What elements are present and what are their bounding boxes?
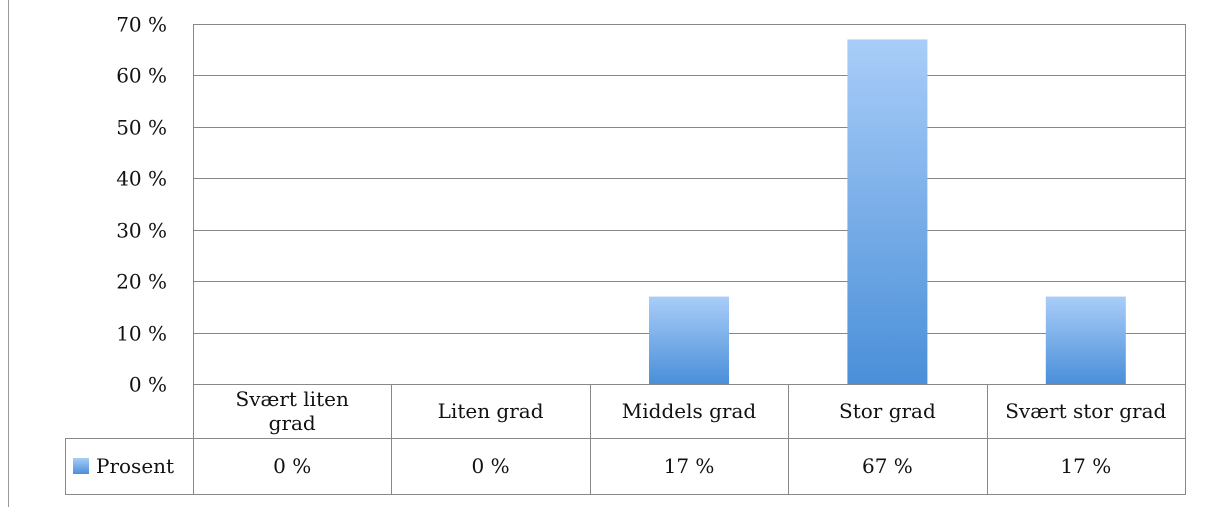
- legend-swatch: [73, 458, 89, 474]
- y-tick-label: 20 %: [116, 270, 167, 294]
- value-label: 67 %: [862, 454, 913, 478]
- value-label: 17 %: [664, 454, 715, 478]
- category-label: Liten grad: [438, 399, 544, 423]
- category-label: Svært stor grad: [1005, 399, 1166, 423]
- bar: [649, 296, 729, 384]
- y-tick-label: 10 %: [116, 322, 167, 346]
- bar: [1045, 296, 1126, 384]
- y-tick-label: 60 %: [116, 64, 167, 88]
- bars: [649, 39, 1126, 385]
- category-label: Middels grad: [622, 399, 757, 423]
- y-axis-ticks: 0 % 10 % 20 % 30 % 40 % 50 % 60 % 70 %: [116, 13, 167, 397]
- y-tick-label: 0 %: [129, 373, 167, 397]
- gridlines: [193, 24, 1186, 494]
- category-label: grad: [269, 411, 316, 435]
- category-label: Stor grad: [839, 399, 936, 423]
- category-label: Svært liten: [236, 387, 349, 411]
- y-tick-label: 50 %: [116, 116, 167, 140]
- y-tick-label: 40 %: [116, 167, 167, 191]
- value-label: 17 %: [1060, 454, 1111, 478]
- value-label: 0 %: [273, 454, 311, 478]
- bar: [847, 39, 928, 385]
- value-label: 0 %: [472, 454, 510, 478]
- y-tick-label: 70 %: [116, 13, 167, 37]
- legend-label: Prosent: [96, 454, 174, 478]
- y-tick-label: 30 %: [116, 219, 167, 243]
